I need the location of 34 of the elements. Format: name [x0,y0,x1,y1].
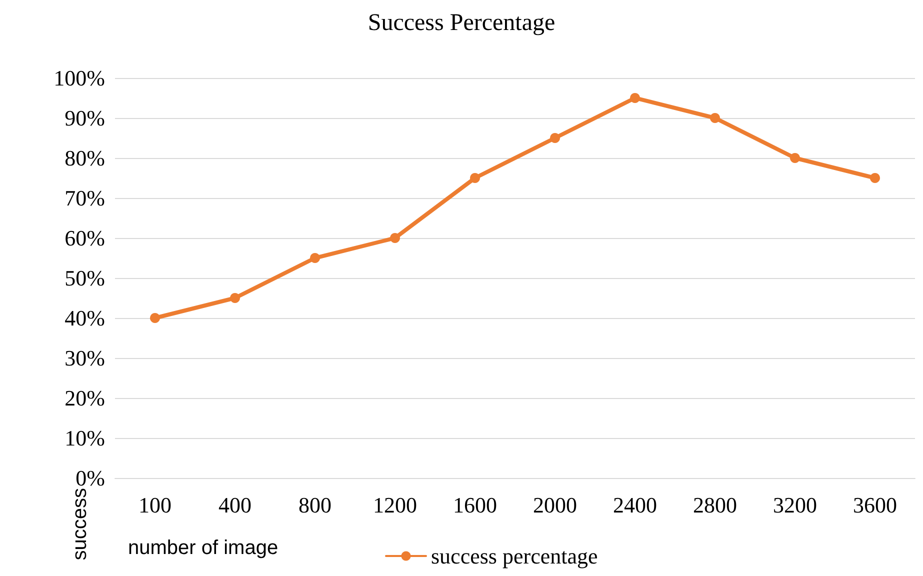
x-axis-title: number of image [128,537,278,559]
legend-label: success percentage [431,544,598,568]
y-tick-label: 90% [64,106,105,130]
x-tick-label: 1200 [373,492,417,518]
point [630,93,640,103]
point [710,113,720,123]
y-axis-title: success [69,488,91,560]
y-tick-label: 10% [64,426,105,450]
x-tick-label: 2000 [533,492,577,518]
y-tick-label: 40% [64,306,105,330]
point [230,293,240,303]
y-tick-label: 20% [64,386,105,410]
y-tick-label: 50% [64,266,105,290]
y-tick-label: 30% [64,346,105,370]
point [470,173,480,183]
x-tick-label: 3200 [773,492,817,518]
x-tick-label: 2800 [693,492,737,518]
point [790,153,800,163]
y-tick-label: 70% [64,186,105,210]
point [870,173,880,183]
y-tick-label: 80% [64,146,105,170]
x-tick-label: 800 [298,492,332,518]
x-tick-label: 2400 [613,492,657,518]
x-tick-label: 3600 [853,492,897,518]
x-tick-label: 1600 [453,492,497,518]
x-tick-label: 100 [138,492,172,518]
point [550,133,560,143]
y-tick-label: 100% [54,66,105,90]
point [390,233,400,243]
point [150,313,160,323]
chart-title: Success Percentage [368,10,556,36]
x-tick-label: 400 [218,492,252,518]
point [310,253,320,263]
y-tick-label: 60% [64,226,105,250]
